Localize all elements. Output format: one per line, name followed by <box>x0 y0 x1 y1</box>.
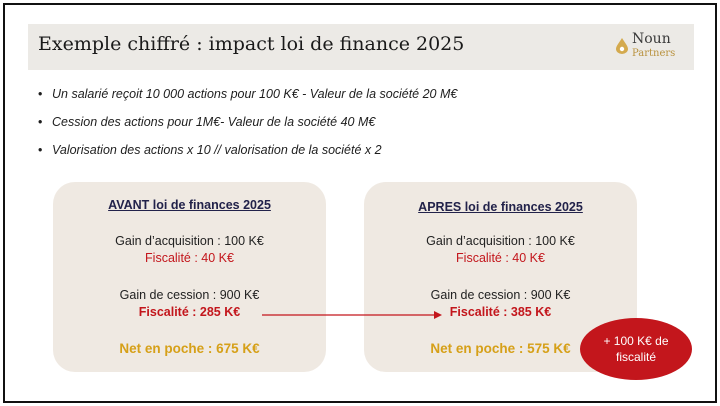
after-heading: APRES loi de finances 2025 <box>418 200 583 214</box>
title-bar: Exemple chiffré : impact loi de finance … <box>28 24 694 70</box>
bullet-item: Valorisation des actions x 10 // valoris… <box>36 142 457 170</box>
logo-name: Noun <box>632 31 671 47</box>
logo-subtitle: Partners <box>632 48 676 59</box>
before-sale-gain: Gain de cession : 900 K€ <box>119 288 260 302</box>
after-sale-tax: Fiscalité : 385 K€ <box>449 305 552 319</box>
before-heading: AVANT loi de finances 2025 <box>108 198 271 212</box>
before-acquisition-gain: Gain d’acquisition : 100 K€ <box>115 234 264 248</box>
arrow-right-icon <box>262 311 442 319</box>
after-acquisition-gain: Gain d’acquisition : 100 K€ <box>426 234 575 248</box>
logo-mark-icon <box>616 38 628 54</box>
before-net-amount: Net en poche : 675 K€ <box>119 341 260 356</box>
bullet-item: Un salarié reçoit 10 000 actions pour 10… <box>36 86 457 114</box>
extra-tax-badge: + 100 K€ de fiscalité <box>580 318 692 380</box>
before-card: AVANT loi de finances 2025 Gain d’acquis… <box>53 182 326 372</box>
bullet-item: Cession des actions pour 1M€- Valeur de … <box>36 114 457 142</box>
after-sale-gain: Gain de cession : 900 K€ <box>430 288 571 302</box>
after-acquisition-tax: Fiscalité : 40 K€ <box>456 251 545 265</box>
before-acquisition-tax: Fiscalité : 40 K€ <box>145 251 234 265</box>
after-net-amount: Net en poche : 575 K€ <box>430 341 571 356</box>
bullet-list: Un salarié reçoit 10 000 actions pour 10… <box>36 86 457 170</box>
before-sale-tax: Fiscalité : 285 K€ <box>138 305 241 319</box>
company-logo: Noun Partners <box>616 30 686 64</box>
slide-title: Exemple chiffré : impact loi de finance … <box>38 33 465 55</box>
